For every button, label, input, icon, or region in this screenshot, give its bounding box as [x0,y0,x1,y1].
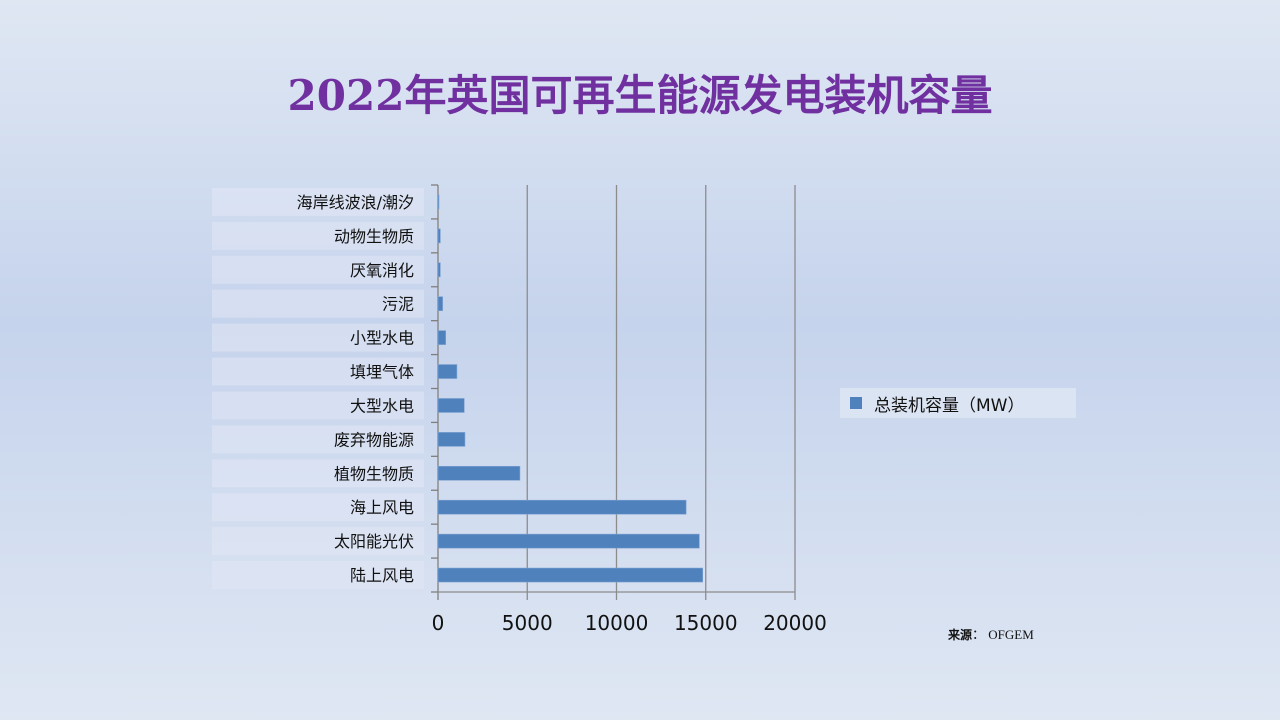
source-label: 来源 [948,628,973,642]
category-label: 海上风电 [350,498,414,517]
category-label-box [212,289,424,318]
bar [437,194,440,210]
category-label: 陆上风电 [350,566,414,585]
category-label-box [212,425,424,454]
bar [437,567,704,583]
bar [437,465,521,481]
category-label: 厌氧消化 [350,261,414,280]
x-tick-label: 0 [432,611,445,635]
bar [437,296,443,312]
category-label-box [212,255,424,284]
category-label: 太阳能光伏 [334,532,414,551]
bar [437,432,466,447]
x-tick-label: 15000 [674,611,738,635]
bar [437,533,700,549]
category-label-box [212,493,424,522]
legend-swatch [850,397,862,409]
category-label-box [212,459,424,488]
source-value: OFGEM [988,627,1034,642]
x-tick-label: 20000 [763,611,827,635]
x-tick-label: 5000 [502,611,553,635]
bar [437,228,441,244]
chart-title: 2022年英国可再生能源发电装机容量 [287,71,993,120]
bar [437,330,446,345]
category-label: 植物生物质 [334,464,414,483]
bar [437,364,458,379]
category-label: 大型水电 [350,396,414,415]
legend-label: 总装机容量（MW） [874,395,1025,416]
category-label: 海岸线波浪/潮汐 [297,193,414,212]
category-label-box [212,561,424,590]
category-label: 废弃物能源 [334,430,414,449]
bar [437,398,465,413]
bar [437,499,687,515]
category-label-box [212,323,424,352]
category-label-box [212,221,424,250]
x-tick-label: 10000 [585,611,649,635]
category-label-box [212,391,424,420]
source-note: 来源： OFGEM [948,627,1034,642]
category-label: 污泥 [382,295,414,314]
category-label: 动物生物质 [334,227,414,246]
category-label-box [212,527,424,556]
category-label-box [212,187,424,216]
category-label-box [212,357,424,386]
category-label: 小型水电 [350,329,414,348]
category-label: 填埋气体 [350,363,414,382]
legend: 总装机容量（MW） [840,388,1076,418]
bar [437,262,441,278]
